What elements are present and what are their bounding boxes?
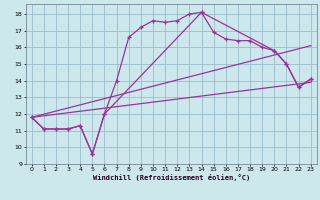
X-axis label: Windchill (Refroidissement éolien,°C): Windchill (Refroidissement éolien,°C): [92, 174, 250, 181]
